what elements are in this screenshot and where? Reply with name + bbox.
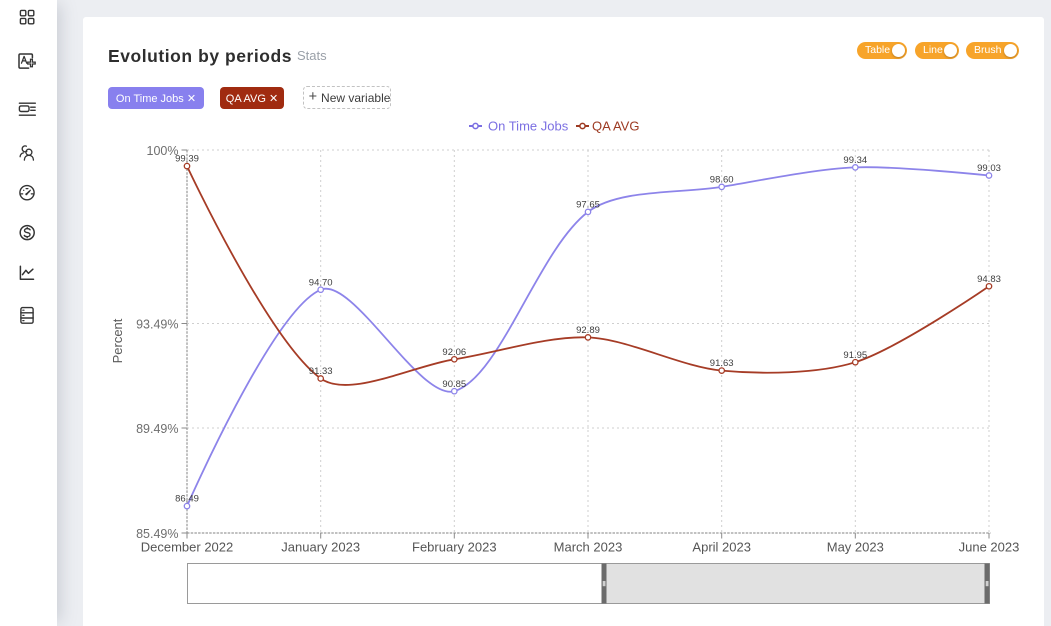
svg-text:May 2023: May 2023	[827, 540, 884, 555]
svg-text:99.39: 99.39	[175, 154, 199, 165]
svg-text:February 2023: February 2023	[412, 540, 497, 555]
svg-text:June 2023: June 2023	[959, 540, 1020, 555]
svg-text:On Time Jobs: On Time Jobs	[488, 119, 569, 134]
svg-text:March 2023: March 2023	[554, 540, 623, 555]
svg-text:Percent: Percent	[110, 318, 125, 363]
svg-text:92.89: 92.89	[576, 325, 600, 336]
svg-text:85.49%: 85.49%	[136, 527, 178, 541]
svg-text:92.06: 92.06	[442, 347, 466, 358]
svg-text:90.85: 90.85	[442, 379, 466, 390]
svg-text:January 2023: January 2023	[281, 540, 360, 555]
svg-text:86.49: 86.49	[175, 494, 199, 505]
svg-text:99.34: 99.34	[843, 155, 867, 166]
svg-text:91.33: 91.33	[309, 366, 333, 377]
svg-text:93.49%: 93.49%	[136, 318, 178, 332]
svg-text:April 2023: April 2023	[692, 540, 751, 555]
svg-text:91.63: 91.63	[710, 358, 734, 369]
svg-text:94.83: 94.83	[977, 274, 1001, 285]
svg-text:91.95: 91.95	[843, 350, 867, 361]
svg-text:QA AVG: QA AVG	[592, 119, 639, 134]
svg-text:December 2022: December 2022	[141, 540, 234, 555]
svg-text:99.03: 99.03	[977, 163, 1001, 174]
svg-text:94.70: 94.70	[309, 277, 333, 288]
svg-text:89.49%: 89.49%	[136, 422, 178, 436]
svg-text:100%: 100%	[147, 144, 179, 158]
svg-text:98.60: 98.60	[710, 175, 734, 186]
svg-text:97.65: 97.65	[576, 200, 600, 211]
